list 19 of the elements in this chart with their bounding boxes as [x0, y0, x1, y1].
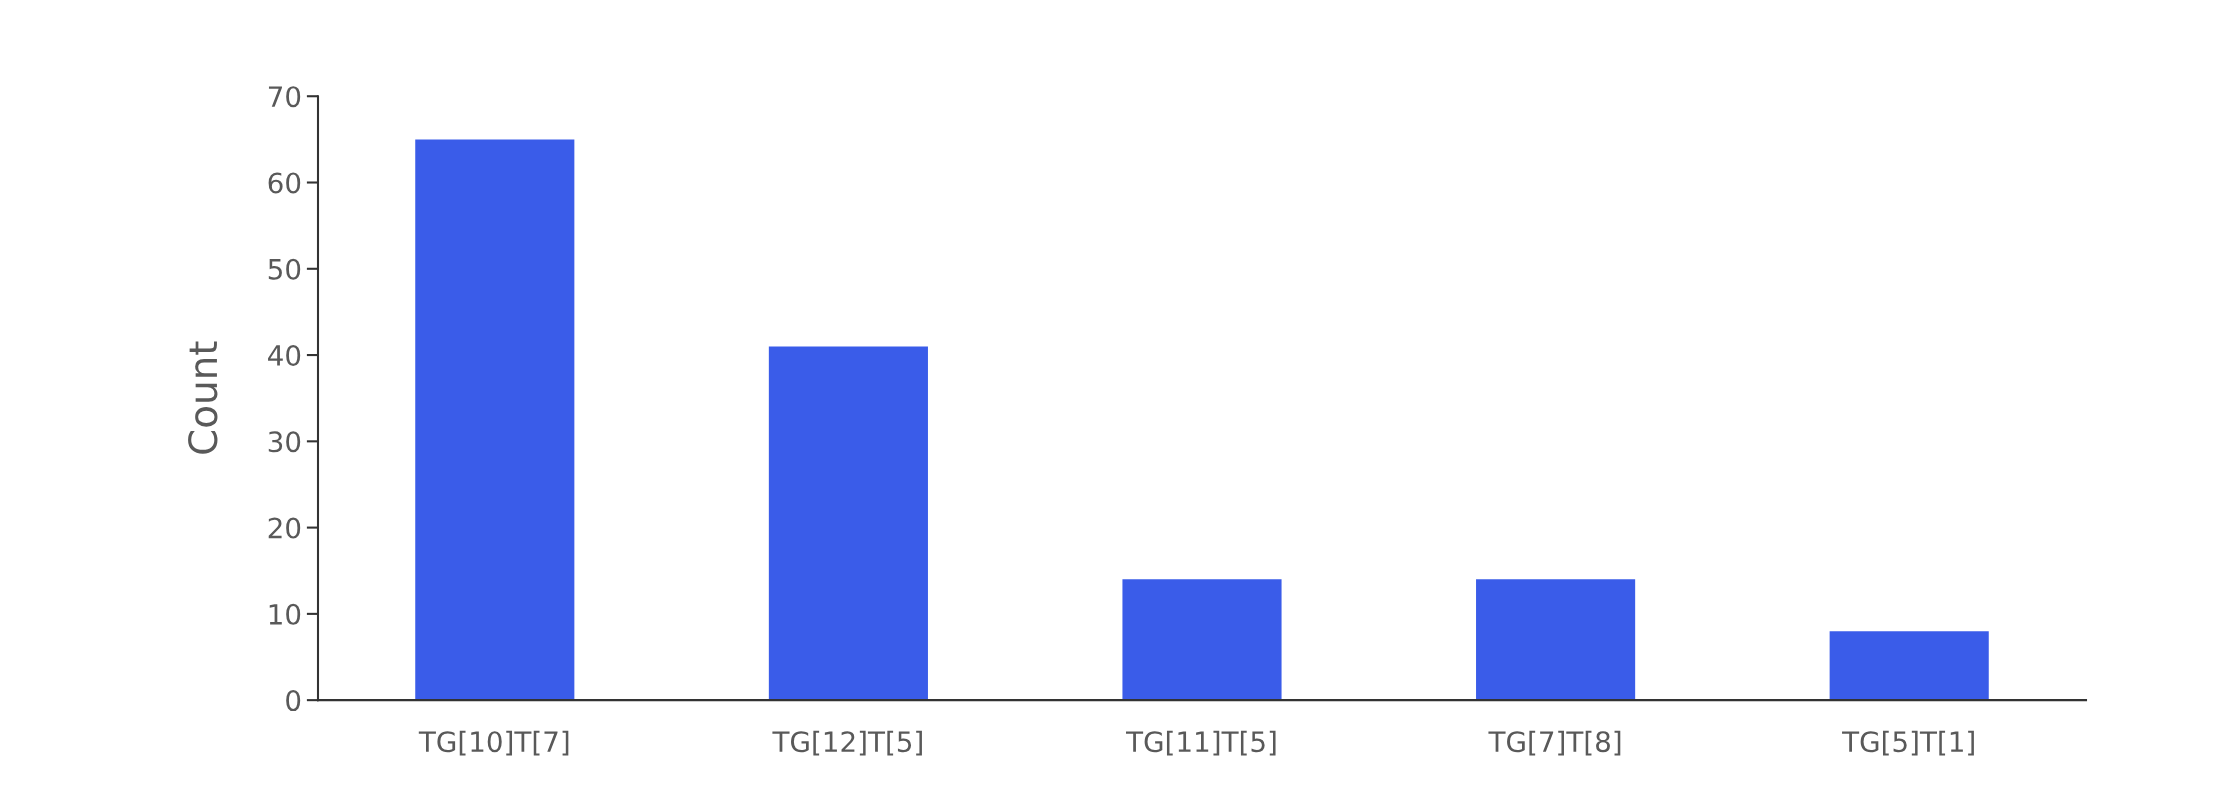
x-tick-label: TG[11]T[5]	[1126, 730, 1276, 756]
x-tick-label: TG[12]T[5]	[772, 730, 922, 756]
y-tick-label: 0	[286, 690, 301, 712]
bar	[415, 139, 575, 701]
y-tick-label: 40	[268, 344, 301, 367]
y-tick-label: 70	[268, 86, 301, 108]
x-tick-label: TG[5]T[1]	[1842, 730, 1974, 756]
x-tick-label: TG[7]T[8]	[1488, 730, 1621, 756]
y-tick-label: 60	[268, 172, 301, 194]
y-tick-label: 20	[268, 517, 301, 539]
y-tick-label: 10	[269, 603, 301, 625]
y-tick-label: 30	[268, 431, 301, 453]
bar	[1476, 579, 1636, 701]
y-tick-label: 50	[268, 258, 301, 280]
y-axis-title: Count	[188, 341, 218, 454]
bar	[768, 346, 928, 701]
bar	[1829, 631, 1989, 701]
bar	[1122, 579, 1282, 701]
x-tick-label: TG[10]T[7]	[418, 730, 569, 756]
